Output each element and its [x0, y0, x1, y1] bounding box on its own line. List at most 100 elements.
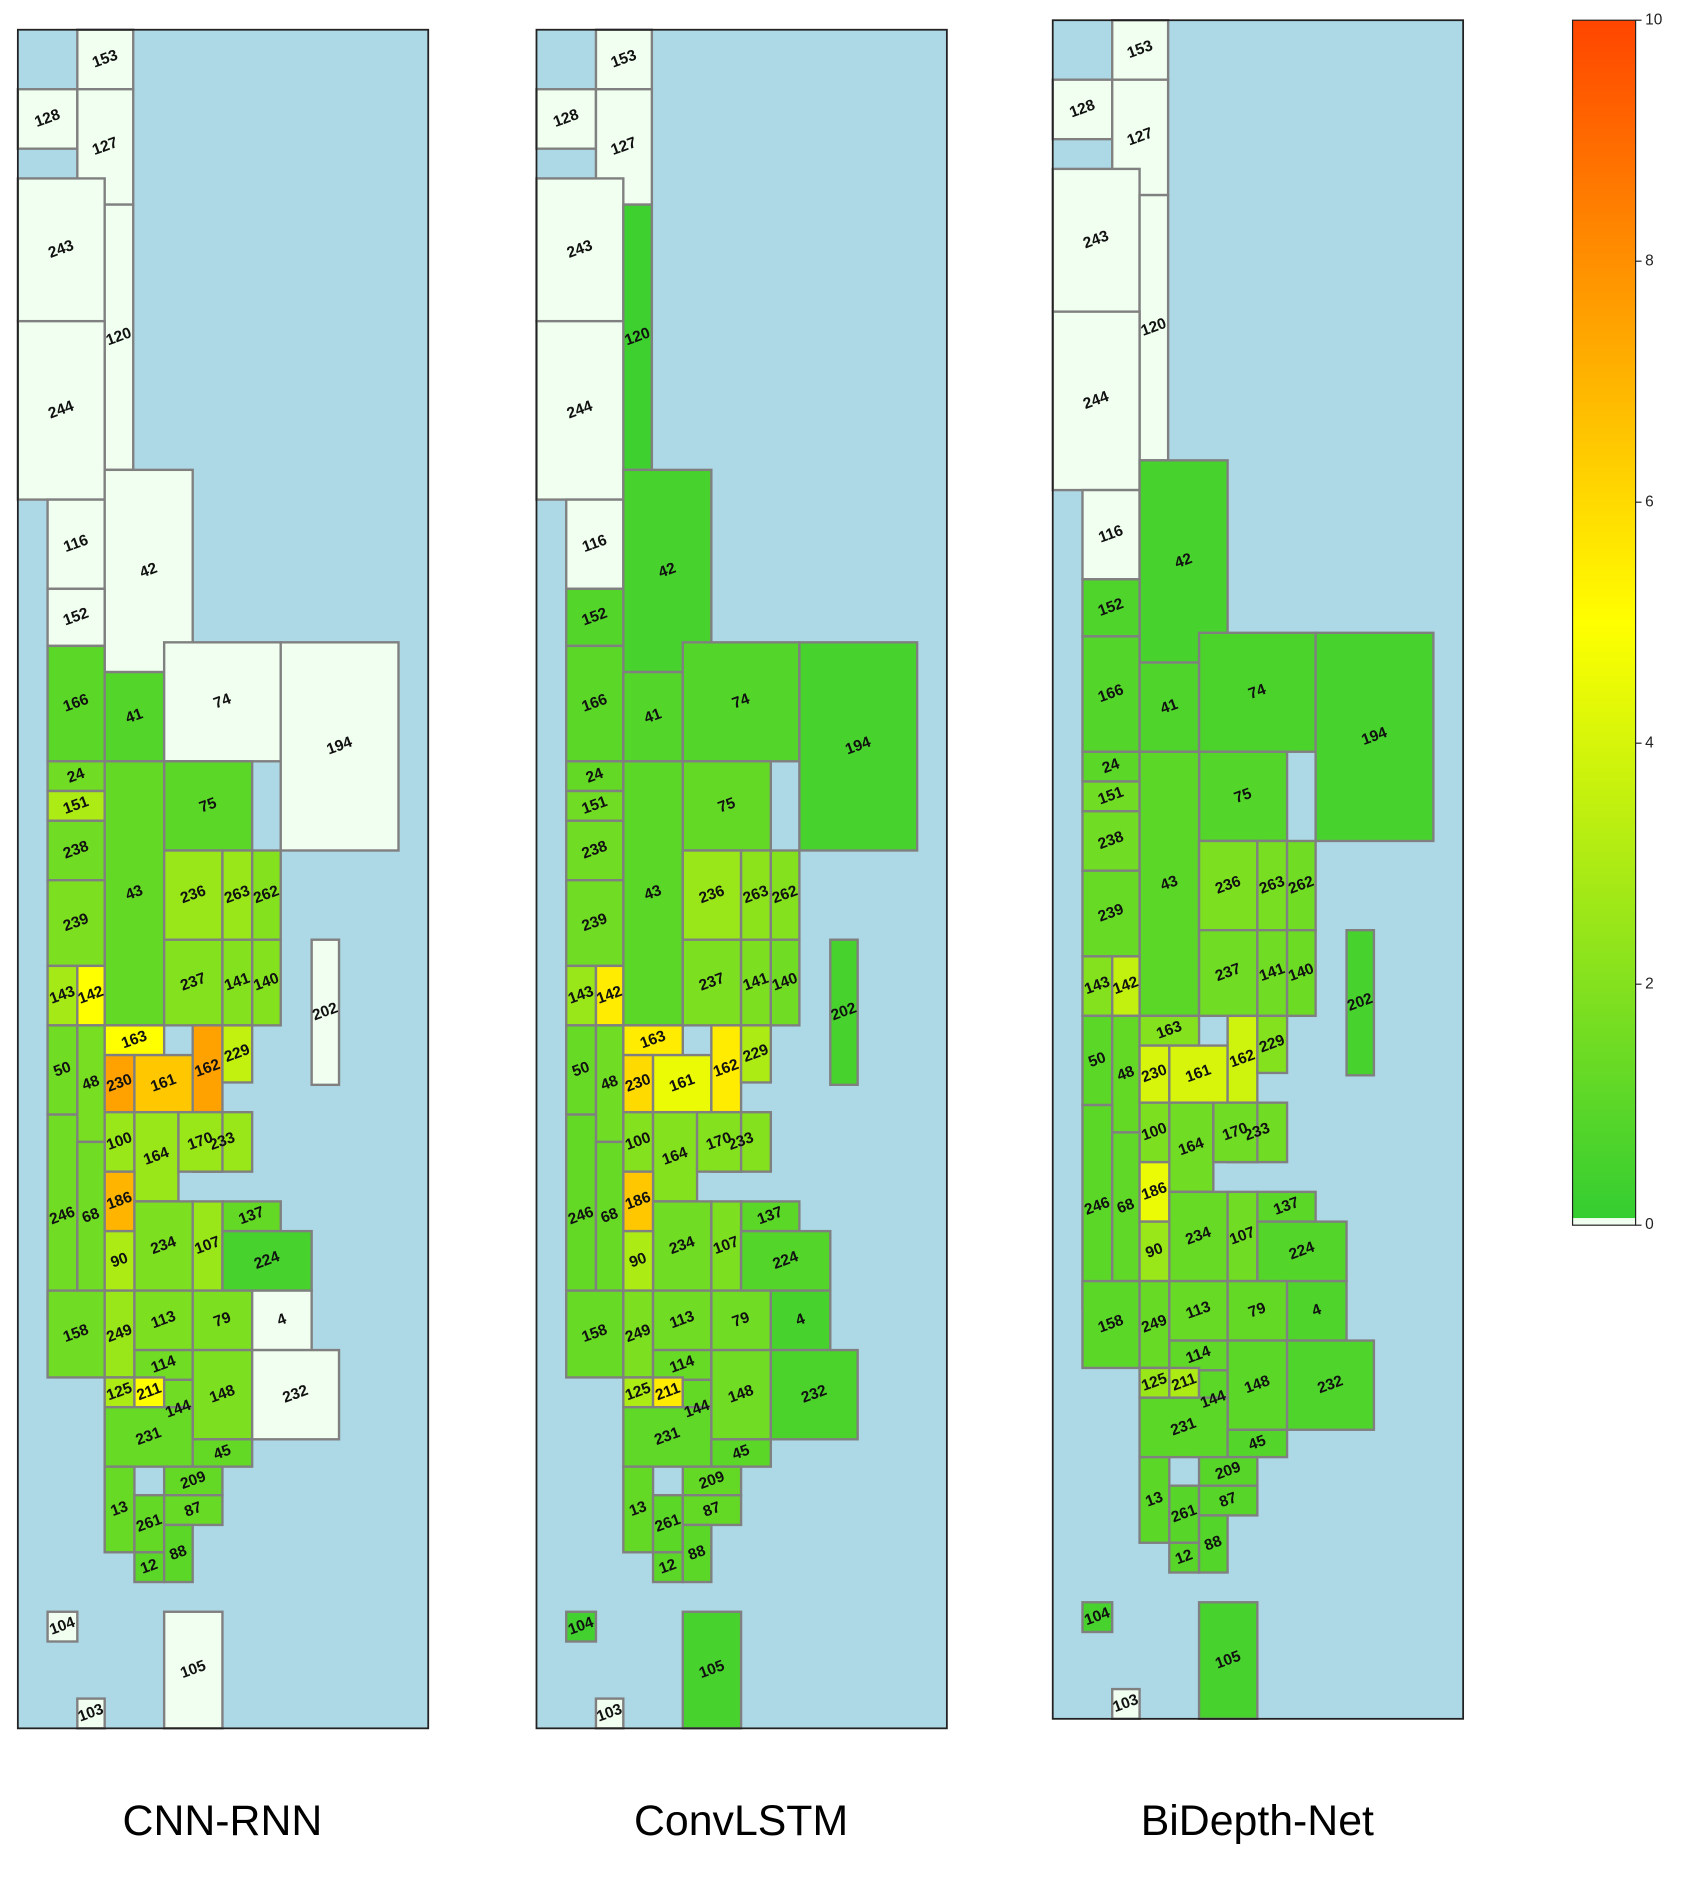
zone [1138, 1366, 1171, 1399]
zone [769, 849, 801, 941]
zone [1285, 1339, 1376, 1431]
zone [1285, 928, 1317, 1018]
zone-label: 12 [1173, 1546, 1195, 1568]
zone [162, 1523, 194, 1584]
zone [103, 468, 194, 674]
zone [681, 1494, 743, 1527]
zone [1197, 839, 1259, 932]
zone [681, 760, 773, 852]
zone [221, 1024, 254, 1084]
zone [76, 964, 106, 1027]
zone [310, 938, 341, 1087]
zone-label: 87 [701, 1499, 723, 1521]
zone-label: 42 [138, 560, 160, 582]
zone [162, 1610, 224, 1730]
zone [46, 760, 106, 793]
zone [1226, 1190, 1259, 1283]
zone-label: 43 [642, 882, 664, 904]
zone-label: 24 [584, 765, 606, 787]
zone-label: 68 [80, 1205, 102, 1227]
zone [1168, 1044, 1229, 1104]
zone [250, 849, 282, 941]
colorbar-frame [1571, 19, 1637, 1226]
zone [769, 1348, 859, 1441]
colorbar [1572, 20, 1636, 1226]
zone-label: 24 [1100, 755, 1122, 777]
zone [162, 641, 282, 763]
zone [1138, 750, 1201, 1018]
zone [16, 88, 79, 150]
zone [1197, 1514, 1229, 1574]
zone [739, 1024, 773, 1084]
zone [103, 1405, 194, 1468]
zone [162, 849, 224, 941]
zone-label: 42 [1172, 550, 1194, 572]
zone [1197, 1455, 1259, 1487]
zone-label: 24 [65, 765, 87, 787]
zone [46, 644, 106, 763]
zone [1226, 1279, 1289, 1342]
zone [162, 938, 224, 1027]
colorbar-zero [1572, 1218, 1636, 1226]
zone-label: 48 [1115, 1063, 1137, 1085]
zone-label: 75 [716, 794, 738, 816]
zone-label: 75 [197, 794, 219, 816]
zone [103, 760, 166, 1027]
zone [695, 1110, 743, 1173]
zone-label: 45 [1246, 1432, 1268, 1454]
zone [250, 1348, 341, 1441]
zone [1111, 955, 1141, 1018]
zone [651, 1200, 713, 1292]
map-frame [535, 28, 948, 1730]
zone [565, 1610, 598, 1643]
zone-label: 88 [686, 1542, 708, 1564]
zone [1285, 839, 1317, 932]
zone-label: 50 [51, 1059, 73, 1081]
zone-label: 43 [1158, 872, 1180, 894]
zone-label: 68 [1115, 1195, 1137, 1217]
zone [1051, 167, 1141, 313]
zone-label: 79 [730, 1309, 752, 1331]
colorbar-tick-label: 10 [1645, 11, 1662, 28]
zone-label: 45 [730, 1442, 752, 1464]
zone-label: 74 [211, 690, 233, 712]
zone [1138, 459, 1229, 664]
zone [76, 1140, 106, 1292]
colorbar-tick-label: 2 [1645, 975, 1654, 992]
zone-label: 41 [642, 705, 664, 727]
zone [1168, 1279, 1229, 1342]
zone-label: 12 [138, 1556, 160, 1578]
zone [739, 849, 773, 941]
zone [1081, 1014, 1114, 1107]
zone [622, 1465, 655, 1554]
zone-label: 90 [627, 1250, 649, 1272]
map-frame [1051, 19, 1465, 1720]
zone [76, 28, 135, 91]
zone [622, 1024, 684, 1057]
zone [681, 1465, 743, 1497]
zone [1081, 780, 1141, 813]
zone [1051, 78, 1114, 141]
zone [622, 1053, 655, 1114]
zone [177, 1110, 224, 1173]
zone [535, 88, 598, 150]
zone [651, 1551, 684, 1584]
zone-label: 87 [182, 1499, 204, 1521]
zone [622, 1405, 713, 1468]
colorbar-tick-label: 4 [1645, 734, 1654, 751]
zone [565, 760, 625, 793]
zone-label: 41 [123, 705, 145, 727]
zone [162, 1494, 224, 1527]
zone-label: 13 [108, 1498, 130, 1520]
zone-label: 90 [108, 1250, 130, 1272]
zone [535, 319, 625, 501]
zone [1256, 1220, 1348, 1283]
panel-title: BiDepth-Net [1141, 1797, 1374, 1845]
zone-label: 68 [599, 1205, 621, 1227]
zone [1051, 310, 1141, 492]
zone-label: 48 [599, 1072, 621, 1094]
zone [565, 1289, 625, 1379]
zone-label: 50 [1086, 1049, 1108, 1071]
zone [565, 879, 625, 968]
